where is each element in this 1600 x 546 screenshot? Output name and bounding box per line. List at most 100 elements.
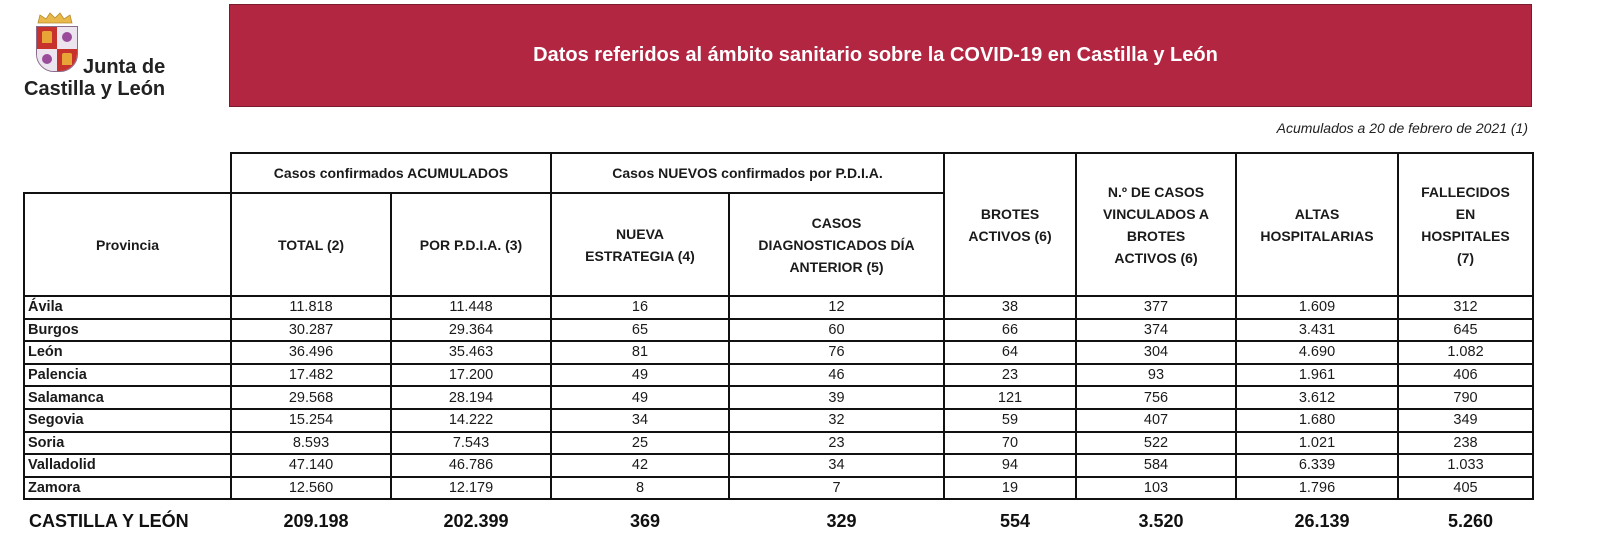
province-name: León (23, 340, 232, 365)
table-cell: 16 (550, 295, 730, 320)
page-title: Datos referidos al ámbito sanitario sobr… (533, 44, 1218, 66)
table-cell: 64 (943, 340, 1077, 365)
province-name: Salamanca (23, 385, 232, 410)
table-row: Valladolid 47.140 46.786 42 34 94 584 6.339 1.03… (23, 453, 1534, 478)
table-cell: 8.593 (230, 430, 392, 456)
coat-of-arms-icon (36, 26, 78, 72)
col-header-total: TOTAL (2) (230, 192, 392, 297)
col-header-por-pdia: POR P.D.I.A. (3) (390, 192, 552, 297)
province-name: Zamora (23, 475, 232, 501)
table-cell: 1.609 (1235, 295, 1399, 320)
totals-row: CASTILLA Y LEÓN 209.198 202.399 369 329 554 3.… (23, 506, 1538, 536)
table-cell: 66 (943, 317, 1077, 343)
totals-label: CASTILLA Y LEÓN (29, 510, 189, 531)
table-cell: 28.194 (390, 385, 552, 410)
table-cell: 70 (943, 430, 1077, 456)
table-cell: 46 (728, 362, 945, 388)
table-cell: 59 (943, 407, 1077, 433)
table-cell: 49 (550, 385, 730, 410)
table-cell: 76 (728, 340, 945, 365)
table-cell: 15.254 (230, 407, 392, 433)
table-cell: 29.568 (230, 385, 392, 410)
totals-cell: 554 (999, 510, 1031, 531)
table-cell: 7.543 (390, 430, 552, 456)
table-cell: 407 (1075, 407, 1237, 433)
junta-logo: Junta de Castilla y León (22, 10, 182, 102)
totals-cell: 3.520 (1138, 510, 1184, 531)
table-cell: 25 (550, 430, 730, 456)
table-cell: 47.140 (230, 453, 392, 478)
table-cell: 238 (1397, 430, 1534, 456)
table-cell: 23 (728, 430, 945, 456)
table-cell: 8 (550, 475, 730, 501)
col-header-brotes: BROTES ACTIVOS (6) (943, 152, 1077, 297)
table-cell: 406 (1397, 362, 1534, 388)
table-row: Palencia 17.482 17.200 49 46 23 93 1.961 406 (23, 362, 1534, 388)
table-cell: 42 (550, 453, 730, 478)
table-cell: 304 (1075, 340, 1237, 365)
covid-data-table: Casos confirmados ACUMULADOS Casos NUEVO… (23, 152, 1534, 501)
table-row: Zamora 12.560 12.179 8 7 19 103 1.796 405 (23, 475, 1534, 501)
table-cell: 645 (1397, 317, 1534, 343)
col-header-provincia: Provincia (23, 192, 232, 297)
table-cell: 19 (943, 475, 1077, 501)
table-cell: 46.786 (390, 453, 552, 478)
group-header-nuevos: Casos NUEVOS confirmados por P.D.I.A. (550, 152, 945, 194)
table-cell: 1.021 (1235, 430, 1399, 456)
totals-cell: 26.139 (1294, 510, 1350, 531)
province-name: Soria (23, 430, 232, 456)
table-cell: 34 (728, 453, 945, 478)
table-cell: 60 (728, 317, 945, 343)
table-cell: 3.431 (1235, 317, 1399, 343)
table-cell: 7 (728, 475, 945, 501)
table-cell: 17.482 (230, 362, 392, 388)
table-row: Soria 8.593 7.543 25 23 70 522 1.021 238 (23, 430, 1534, 456)
province-name: Burgos (23, 317, 232, 343)
table-cell: 36.496 (230, 340, 392, 365)
table-cell: 1.082 (1397, 340, 1534, 365)
logo-text-line2: Castilla y León (24, 78, 166, 100)
table-cell: 377 (1075, 295, 1237, 320)
col-header-nueva-estrategia: NUEVA ESTRATEGIA (4) (550, 192, 730, 297)
logo-text-line1: Junta de (83, 56, 166, 78)
table-cell: 1.961 (1235, 362, 1399, 388)
table-cell: 81 (550, 340, 730, 365)
col-header-fallecidos: FALLECIDOS EN HOSPITALES (7) (1397, 152, 1534, 297)
table-cell: 405 (1397, 475, 1534, 501)
table-cell: 312 (1397, 295, 1534, 320)
table-cell: 1.680 (1235, 407, 1399, 433)
col-header-casos-vinculados: N.º DE CASOS VINCULADOS A BROTES ACTIVOS… (1075, 152, 1237, 297)
col-header-altas: ALTAS HOSPITALARIAS (1235, 152, 1399, 297)
table-cell: 17.200 (390, 362, 552, 388)
table-row: Burgos 30.287 29.364 65 60 66 374 3.431 645 (23, 317, 1534, 343)
table-cell: 12.560 (230, 475, 392, 501)
col-header-casos-diagnosticados: CASOS DIAGNOSTICADOS DÍA ANTERIOR (5) (728, 192, 945, 297)
table-cell: 4.690 (1235, 340, 1399, 365)
table-cell: 522 (1075, 430, 1237, 456)
totals-cell: 209.198 (283, 510, 349, 531)
table-cell: 12 (728, 295, 945, 320)
province-name: Valladolid (23, 453, 232, 478)
table-cell: 23 (943, 362, 1077, 388)
table-cell: 35.463 (390, 340, 552, 365)
table-cell: 29.364 (390, 317, 552, 343)
province-name: Segovia (23, 407, 232, 433)
table-cell: 6.339 (1235, 453, 1399, 478)
totals-cell: 369 (629, 510, 661, 531)
table-cell: 12.179 (390, 475, 552, 501)
table-cell: 374 (1075, 317, 1237, 343)
table-cell: 756 (1075, 385, 1237, 410)
group-header-acumulados: Casos confirmados ACUMULADOS (230, 152, 552, 194)
table-row: Segovia 15.254 14.222 34 32 59 407 1.680 349 (23, 407, 1534, 433)
table-cell: 790 (1397, 385, 1534, 410)
table-cell: 349 (1397, 407, 1534, 433)
header-spacer (24, 153, 231, 194)
table-cell: 1.033 (1397, 453, 1534, 478)
table-cell: 1.796 (1235, 475, 1399, 501)
table-cell: 11.818 (230, 295, 392, 320)
table-row: León 36.496 35.463 81 76 64 304 4.690 1.082 (23, 340, 1534, 365)
table-row: Salamanca 29.568 28.194 49 39 121 756 3.612 790 (23, 385, 1534, 410)
table-cell: 584 (1075, 453, 1237, 478)
table-cell: 34 (550, 407, 730, 433)
table-row: Ávila 11.818 11.448 16 12 38 377 1.609 312 (23, 295, 1534, 320)
